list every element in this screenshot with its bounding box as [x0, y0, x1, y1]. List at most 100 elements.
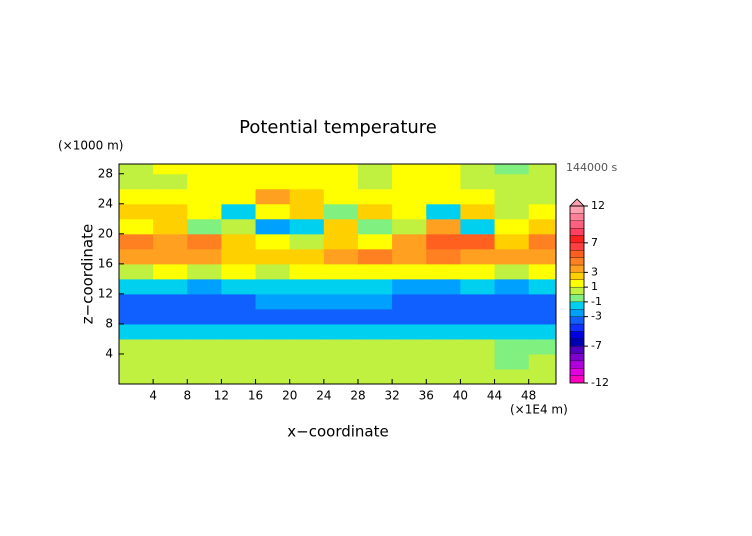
- field-cell: [187, 188, 222, 205]
- field-cell: [494, 278, 530, 295]
- field-cell: [255, 233, 291, 250]
- colorbar-box: [569, 227, 585, 236]
- field-cell: [255, 203, 291, 220]
- field-cell: [460, 188, 496, 205]
- field-cell: [357, 203, 393, 220]
- field-cell: [460, 218, 496, 235]
- field-cell: [289, 188, 325, 205]
- field-cell: [255, 368, 291, 385]
- field-cell: [119, 308, 154, 325]
- field-cell: [426, 338, 461, 355]
- field-cell: [392, 203, 427, 220]
- field-cell: [255, 263, 291, 280]
- colorbar-box: [569, 294, 585, 303]
- field-cell: [119, 353, 154, 370]
- field-cell: [119, 338, 154, 355]
- y-tick-label: 20: [98, 226, 113, 240]
- field-cell: [255, 278, 291, 295]
- field-cell: [323, 368, 359, 385]
- field-cell: [221, 308, 257, 325]
- field-cell: [153, 278, 188, 295]
- colorbar-box: [569, 301, 585, 310]
- colorbar-label: -12: [591, 376, 609, 389]
- field-cell: [323, 323, 359, 340]
- field-cell: [323, 353, 359, 370]
- colorbar-box: [569, 235, 585, 244]
- chart-title: Potential temperature: [239, 117, 437, 138]
- field-cell: [187, 173, 222, 190]
- colorbar-label: 7: [591, 236, 598, 249]
- field-cell: [221, 263, 257, 280]
- field-cell: [426, 278, 461, 295]
- field-cell: [494, 293, 530, 310]
- field-cell: [153, 368, 188, 385]
- field-cell: [187, 353, 222, 370]
- field-cell: [392, 164, 427, 175]
- field-cell: [323, 293, 359, 310]
- colorbar-label: 12: [591, 199, 605, 212]
- field-cell: [460, 293, 496, 310]
- x-tick-label: 16: [248, 389, 263, 403]
- field-cell: [289, 233, 325, 250]
- colorbar-box: [569, 205, 585, 214]
- x-unit: (×1E4 m): [510, 403, 568, 417]
- field-cell: [119, 203, 154, 220]
- field-cell: [426, 248, 461, 265]
- field-cell: [119, 278, 154, 295]
- field-cell: [357, 164, 393, 175]
- field-cell: [392, 353, 427, 370]
- field-cell: [494, 233, 530, 250]
- field-cell: [426, 173, 461, 190]
- field-cell: [460, 368, 496, 385]
- colorbar-label: -7: [591, 339, 602, 352]
- field-cell: [494, 173, 530, 190]
- colorbar-box: [569, 286, 585, 295]
- field-cell: [187, 263, 222, 280]
- field-cell: [323, 173, 359, 190]
- field-cell: [460, 323, 496, 340]
- colorbar-box: [569, 338, 585, 347]
- colorbar-box: [569, 360, 585, 369]
- field-cell: [119, 218, 154, 235]
- field-cell: [528, 278, 557, 295]
- field-cell: [357, 293, 393, 310]
- field-cell: [460, 278, 496, 295]
- field-cell: [357, 338, 393, 355]
- field-cell: [323, 203, 359, 220]
- field-cell: [289, 368, 325, 385]
- time-label: 144000 s: [566, 161, 617, 174]
- field-cell: [494, 263, 530, 280]
- plot-frame: [118, 163, 557, 385]
- field-cell: [357, 308, 393, 325]
- field-cell: [289, 218, 325, 235]
- colorbar-box: [569, 213, 585, 221]
- field-cell: [528, 164, 557, 175]
- field: [119, 164, 557, 385]
- field-cell: [392, 278, 427, 295]
- colorbar-box: [569, 323, 585, 332]
- field-cell: [153, 173, 188, 190]
- field-cell: [357, 233, 393, 250]
- colorbar-box: [569, 375, 585, 384]
- field-cell: [426, 188, 461, 205]
- field-cell: [494, 353, 530, 370]
- field-cell: [289, 173, 325, 190]
- x-tick-label: 36: [419, 389, 434, 403]
- colorbar-box: [569, 353, 585, 362]
- field-cell: [494, 368, 530, 385]
- field-cell: [153, 164, 188, 175]
- field-cell: [460, 353, 496, 370]
- field-cell: [357, 323, 393, 340]
- x-tick-label: 8: [183, 389, 191, 403]
- field-cell: [153, 248, 188, 265]
- colorbar-label: 1: [591, 280, 598, 293]
- field-cell: [221, 233, 257, 250]
- field-cell: [357, 368, 393, 385]
- field-cell: [494, 218, 530, 235]
- field-cell: [357, 188, 393, 205]
- field-cell: [426, 293, 461, 310]
- field-cell: [392, 248, 427, 265]
- field-cell: [460, 233, 496, 250]
- field-cell: [119, 173, 154, 190]
